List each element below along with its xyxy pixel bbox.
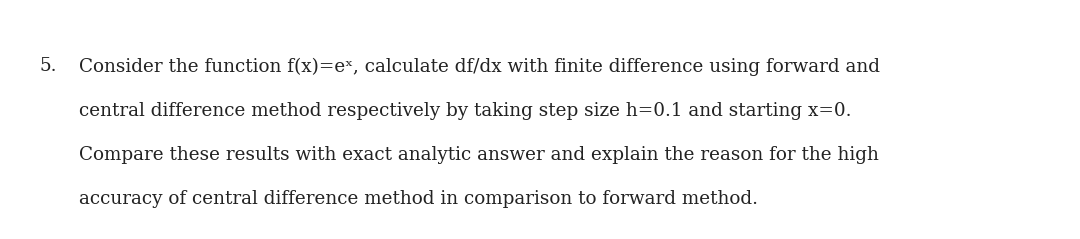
Text: central difference method respectively by taking step size h=0.1 and starting x=: central difference method respectively b… <box>79 102 851 120</box>
Text: 5.: 5. <box>40 57 57 75</box>
Text: Consider the function f(x)=eˣ, calculate df/dx with finite difference using forw: Consider the function f(x)=eˣ, calculate… <box>79 57 880 76</box>
Text: Compare these results with exact analytic answer and explain the reason for the : Compare these results with exact analyti… <box>79 146 879 164</box>
Text: accuracy of central difference method in comparison to forward method.: accuracy of central difference method in… <box>79 190 758 208</box>
